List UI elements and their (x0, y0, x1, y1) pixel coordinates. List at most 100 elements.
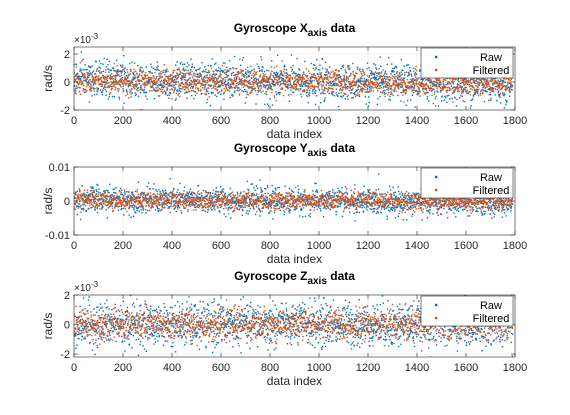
data-point (378, 87, 380, 90)
data-point (391, 89, 393, 91)
data-point (478, 78, 481, 81)
data-point (82, 198, 84, 201)
data-point (168, 85, 170, 87)
data-point (394, 191, 396, 194)
data-point (345, 196, 348, 198)
data-point (126, 80, 128, 82)
data-point (261, 207, 263, 210)
data-point (363, 80, 366, 83)
data-point (358, 85, 361, 87)
data-point (319, 73, 321, 76)
data-point (308, 89, 311, 92)
data-point (322, 84, 325, 87)
data-point (174, 87, 176, 89)
data-point (401, 79, 403, 81)
data-point (174, 195, 176, 198)
data-point (400, 75, 402, 77)
data-point (189, 83, 191, 86)
data-point (225, 83, 227, 86)
data-point (296, 203, 298, 205)
data-point (306, 80, 308, 82)
data-point (459, 86, 461, 88)
data-point (97, 184, 99, 186)
data-point (178, 92, 180, 95)
data-point (348, 198, 350, 201)
data-point (309, 80, 312, 82)
data-point (492, 84, 494, 86)
data-point (287, 195, 289, 197)
data-point (384, 70, 387, 72)
data-point (332, 191, 334, 193)
data-point (97, 191, 100, 193)
data-point (102, 87, 105, 90)
data-point (241, 74, 243, 77)
data-point (259, 85, 261, 87)
data-point (291, 77, 293, 79)
data-point (107, 86, 109, 89)
data-point (487, 79, 489, 82)
data-point (393, 67, 396, 70)
data-point (253, 75, 255, 77)
data-point (225, 85, 227, 87)
data-point (372, 84, 374, 86)
data-point (182, 67, 185, 69)
data-point (394, 79, 396, 81)
data-point (272, 191, 275, 193)
data-point (102, 70, 105, 73)
data-point (211, 209, 213, 211)
data-point (133, 208, 135, 211)
data-point (275, 75, 277, 77)
data-point (87, 74, 90, 77)
data-point (230, 207, 233, 209)
data-point (78, 78, 80, 80)
data-point (418, 90, 420, 93)
data-point (279, 81, 282, 83)
data-point (248, 79, 251, 81)
data-point (466, 89, 468, 91)
data-point (135, 212, 137, 214)
data-point (227, 84, 230, 86)
data-point (382, 89, 385, 92)
data-point (175, 80, 177, 82)
data-point (419, 90, 421, 93)
data-point (329, 80, 331, 83)
data-point (511, 85, 514, 87)
data-point (116, 70, 119, 72)
data-point (441, 100, 443, 102)
data-point (224, 80, 227, 82)
data-point (201, 80, 204, 82)
data-point (265, 78, 268, 81)
data-point (215, 83, 218, 85)
data-point (394, 66, 396, 68)
data-point (95, 78, 97, 80)
data-point (264, 80, 266, 82)
data-point (195, 80, 198, 83)
data-point (274, 83, 276, 86)
data-point (296, 74, 298, 76)
data-point (185, 79, 187, 81)
data-point (262, 72, 265, 75)
data-point (141, 78, 144, 80)
data-point (427, 85, 430, 88)
data-point (96, 88, 98, 90)
data-point (444, 86, 447, 88)
data-point (287, 77, 289, 79)
data-point (152, 67, 155, 70)
data-point (101, 81, 103, 84)
data-point (78, 76, 80, 78)
data-point (496, 88, 499, 91)
data-point (314, 76, 316, 79)
data-point (223, 194, 226, 196)
data-point (268, 201, 271, 204)
data-point (138, 74, 140, 77)
data-point (324, 97, 326, 99)
data-point (387, 76, 389, 79)
data-point (238, 87, 240, 89)
data-point (334, 85, 336, 87)
data-point (393, 81, 396, 83)
data-point (302, 78, 304, 80)
data-point (294, 72, 296, 75)
data-point (333, 84, 335, 87)
data-point (222, 207, 225, 210)
data-point (134, 74, 136, 76)
